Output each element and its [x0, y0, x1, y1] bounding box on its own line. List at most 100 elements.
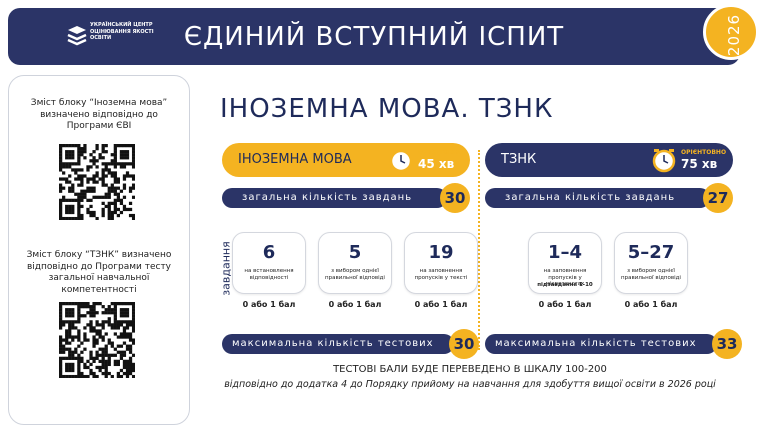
qr-module: [107, 168, 111, 172]
qr-module: [86, 210, 90, 215]
qr-module: [122, 195, 127, 199]
qr-module: [68, 210, 72, 215]
qr-module: [101, 326, 105, 330]
qr-module: [101, 171, 105, 175]
qr-module: [107, 308, 111, 312]
qr-module: [128, 144, 133, 148]
qr-module: [77, 359, 81, 363]
qr-module: [113, 156, 117, 160]
qr-module: [113, 362, 117, 367]
qr-module: [89, 210, 93, 215]
qr-module: [125, 335, 130, 339]
total-value: 30: [440, 183, 470, 213]
qr-module: [68, 156, 72, 160]
qr-module: [71, 302, 75, 306]
qr-module: [80, 374, 84, 378]
qr-module: [59, 311, 63, 315]
total-bar: загальна кількість завдань: [222, 188, 447, 208]
qr-module: [128, 368, 133, 373]
qr-module: [119, 302, 124, 306]
card-frame: [404, 232, 478, 294]
qr-module: [68, 189, 72, 193]
task-score: 0 або 1 бал: [624, 300, 678, 309]
qr-module: [95, 341, 99, 345]
qr-module: [59, 156, 63, 160]
card-frame: [318, 232, 392, 294]
qr-module: [101, 201, 105, 205]
qr-module: [101, 335, 105, 339]
qr-module: [59, 177, 63, 181]
qr-module: [59, 159, 63, 163]
qr-module: [86, 207, 90, 212]
qr-module: [68, 198, 72, 202]
qr-module: [68, 362, 72, 367]
qr-module: [119, 198, 124, 202]
qr-module: [101, 213, 105, 218]
qr-module: [59, 168, 63, 172]
task-card: 5–27 з вибором однієї правильної відповід…: [614, 232, 688, 318]
qr-module: [86, 311, 90, 315]
qr-module: [119, 314, 124, 318]
qr-module: [113, 159, 117, 163]
qr-module: [122, 162, 127, 166]
qr-module: [68, 207, 72, 212]
qr-module: [89, 204, 93, 209]
qr-module: [128, 335, 133, 339]
qr-module: [113, 207, 117, 212]
qr-module: [125, 156, 130, 160]
task-score: 0 або 1 бал: [414, 300, 468, 309]
qr-module: [68, 153, 72, 157]
qr-module: [71, 162, 75, 166]
qr-module: [122, 165, 127, 169]
qr-module: [113, 305, 117, 309]
qr-module: [86, 323, 90, 327]
qr-module: [62, 302, 66, 306]
qr-module: [65, 362, 69, 367]
qr-module: [113, 204, 117, 209]
qr-module: [68, 326, 72, 330]
qr-module: [113, 201, 117, 205]
qr-module: [95, 195, 99, 199]
qr-module: [83, 365, 87, 370]
qr-module: [77, 335, 81, 339]
qr-module: [77, 308, 81, 312]
qr-module: [92, 162, 96, 166]
qr-module: [122, 183, 127, 187]
qr-module: [122, 332, 127, 336]
qr-module: [128, 174, 133, 178]
qr-module: [65, 365, 69, 370]
qr-module: [59, 335, 63, 339]
qr-module: [101, 371, 105, 376]
qr-module: [77, 374, 81, 378]
qr-module: [98, 323, 102, 327]
qr-module: [119, 311, 124, 315]
qr-module: [131, 323, 135, 327]
qr-module: [131, 362, 135, 367]
qr-module: [110, 153, 114, 157]
qr-module: [65, 311, 69, 315]
logo-text: УКРАЇНСЬКИЙ ЦЕНТР ОЦІНЮВАННЯ ЯКОСТІ ОСВІ…: [90, 22, 154, 41]
qr-module: [59, 368, 63, 373]
qr-module: [122, 362, 127, 367]
qr-module: [107, 305, 111, 309]
qr-module: [92, 311, 96, 315]
qr-module: [77, 305, 81, 309]
qr-module: [101, 353, 105, 357]
qr-module: [101, 180, 105, 184]
total-label: загальна кількість завдань: [505, 192, 676, 203]
qr-module: [104, 365, 108, 370]
qr-module: [83, 338, 87, 342]
qr-module: [65, 144, 69, 148]
task-count: 19: [428, 242, 454, 263]
qr-module: [68, 365, 72, 370]
header: УКРАЇНСЬКИЙ ЦЕНТР ОЦІНЮВАННЯ ЯКОСТІ ОСВІ…: [8, 8, 740, 65]
qr-module: [80, 371, 84, 376]
qr-module: [80, 198, 84, 202]
qr-module: [104, 144, 108, 148]
qr-module: [98, 365, 102, 370]
qr-module: [131, 368, 135, 373]
qr-module: [65, 335, 69, 339]
qr-module: [80, 359, 84, 363]
qr-module: [92, 371, 96, 376]
clock-icon: [651, 147, 677, 177]
